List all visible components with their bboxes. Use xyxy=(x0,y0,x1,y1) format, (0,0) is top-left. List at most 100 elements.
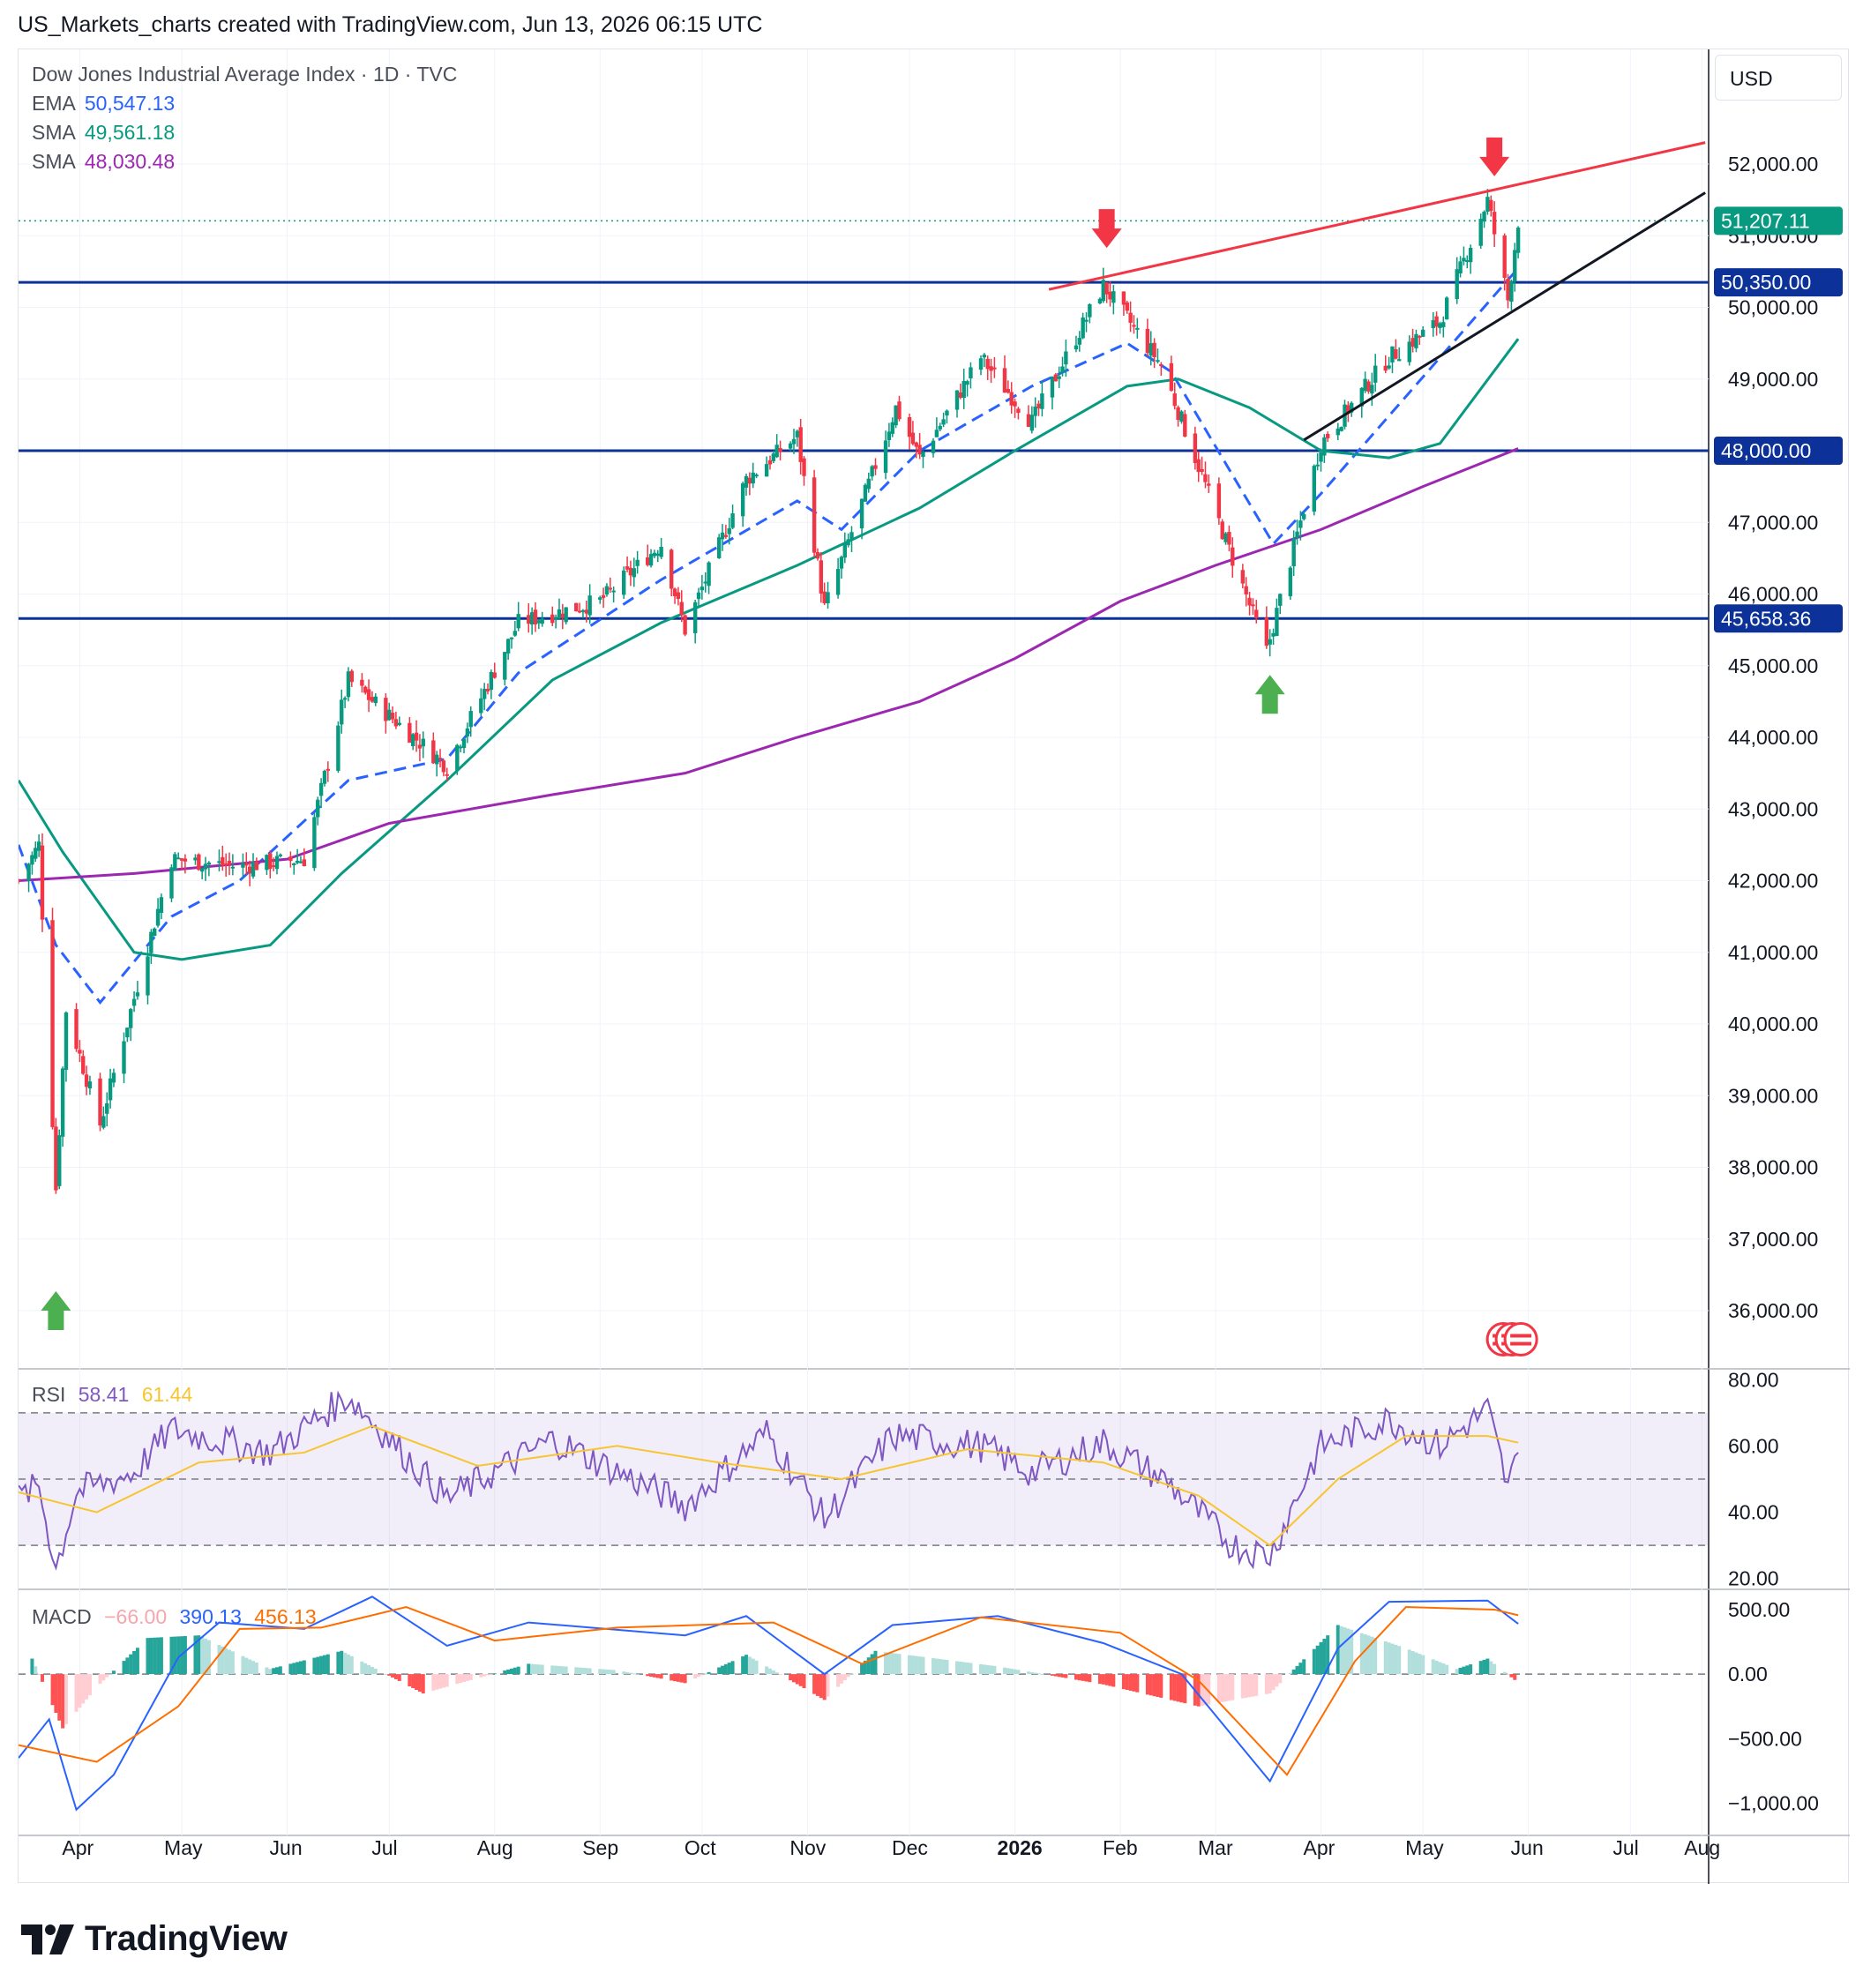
macd-histogram-bar xyxy=(741,1655,745,1675)
macd-histogram-bar xyxy=(1148,1674,1153,1696)
level-price-label-bg xyxy=(1714,604,1843,633)
macd-histogram-bar xyxy=(1465,1665,1470,1675)
macd-histogram-bar xyxy=(670,1674,674,1681)
candle-body xyxy=(553,617,558,620)
candle-body xyxy=(635,559,640,566)
candle-body xyxy=(366,689,371,700)
candle-body xyxy=(1104,282,1109,295)
candle-body xyxy=(1482,212,1486,222)
candle-body xyxy=(40,845,45,920)
candle-body xyxy=(1418,335,1422,338)
macd-histogram-bar xyxy=(557,1665,561,1675)
time-tick-label: Aug xyxy=(1684,1836,1720,1859)
macd-histogram-bar xyxy=(1200,1674,1204,1706)
level-price-label-bg xyxy=(1714,268,1843,297)
candle-body xyxy=(683,615,687,635)
macd-histogram-bar xyxy=(465,1674,469,1681)
currency-selector[interactable]: USD xyxy=(1715,55,1842,101)
macd-histogram-bar xyxy=(169,1636,174,1675)
candle-body xyxy=(81,1056,86,1074)
macd-histogram-bar xyxy=(604,1669,609,1675)
macd-histogram-bar xyxy=(30,1658,34,1675)
candle-body xyxy=(1254,609,1259,618)
sma-long-line xyxy=(19,447,1519,882)
price-tick-label: 41,000.00 xyxy=(1728,941,1818,964)
macd-histogram-bar xyxy=(1152,1674,1156,1697)
tradingview-logo[interactable]: TradingView xyxy=(21,1919,288,1959)
candle-body xyxy=(108,1078,113,1101)
macd-legend[interactable]: MACD −66.00 390.13 456.13 xyxy=(32,1605,324,1629)
candle-body xyxy=(842,542,847,558)
macd-histogram-bar xyxy=(64,1674,68,1724)
macd-histogram-bar xyxy=(826,1674,830,1697)
symbol-title[interactable]: Dow Jones Industrial Average Index · 1D … xyxy=(32,63,458,86)
macd-histogram-bar xyxy=(455,1674,460,1685)
macd-histogram-bar xyxy=(815,1674,819,1696)
macd-histogram-bar xyxy=(822,1674,827,1700)
macd-histogram-bar xyxy=(1135,1674,1140,1693)
macd-histogram-bar xyxy=(1172,1674,1177,1701)
macd-histogram-bar xyxy=(751,1658,755,1675)
macd-histogram-bar xyxy=(459,1674,463,1684)
sma-long-legend-row[interactable]: SMA 48,030.48 xyxy=(32,147,457,176)
candle-body xyxy=(1227,532,1231,545)
macd-histogram-bar xyxy=(292,1663,296,1675)
macd-histogram-bar xyxy=(1231,1674,1235,1700)
macd-histogram-bar xyxy=(1441,1663,1446,1675)
sma-legend-row[interactable]: SMA 49,561.18 xyxy=(32,118,457,147)
macd-histogram-bar xyxy=(754,1660,759,1675)
candle-body xyxy=(346,671,351,698)
ema-legend-row[interactable]: EMA 50,547.13 xyxy=(32,89,457,118)
candle-body xyxy=(1231,547,1235,566)
candle-body xyxy=(751,472,755,484)
macd-histogram-bar xyxy=(989,1665,993,1675)
candle-body xyxy=(1264,617,1269,646)
candle-body xyxy=(482,688,487,699)
candle-body xyxy=(384,698,388,721)
candle-body xyxy=(730,513,735,528)
macd-histogram-bar xyxy=(479,1674,483,1678)
macd-histogram-bar xyxy=(870,1654,874,1675)
candle-body xyxy=(894,405,898,426)
candle-body xyxy=(1455,269,1459,300)
candles xyxy=(19,189,1521,1194)
candle-body xyxy=(173,854,177,871)
macd-histogram-bar xyxy=(363,1663,368,1675)
candle-body xyxy=(217,861,221,863)
candle-body xyxy=(98,1078,102,1126)
candle-body xyxy=(271,865,276,868)
macd-histogram-bar xyxy=(1074,1674,1078,1680)
macd-histogram-bar xyxy=(503,1670,507,1675)
candle-body xyxy=(34,848,38,859)
price-tick-label: 38,000.00 xyxy=(1728,1156,1818,1179)
candle-body xyxy=(1081,318,1085,339)
macd-histogram-bar xyxy=(961,1662,966,1675)
price-tick-label: 50,000.00 xyxy=(1728,296,1818,319)
candle-body xyxy=(608,587,612,590)
macd-histogram-bar xyxy=(938,1659,942,1675)
candle-body xyxy=(679,602,684,616)
macd-histogram-bar xyxy=(146,1638,150,1675)
macd-histogram-bar xyxy=(721,1665,725,1675)
candle-body xyxy=(153,928,157,937)
macd-histogram-bar xyxy=(1108,1674,1112,1686)
macd-histogram-bar xyxy=(1125,1674,1129,1691)
macd-histogram-bar xyxy=(676,1674,680,1682)
macd-histogram-bar xyxy=(343,1652,348,1675)
candle-body xyxy=(982,355,987,358)
macd-histogram-bar xyxy=(105,1674,109,1678)
macd-histogram-bar xyxy=(135,1648,139,1675)
macd-histogram-bar xyxy=(1203,1674,1208,1706)
macd-histogram-bar xyxy=(908,1655,912,1675)
macd-histogram-bar xyxy=(765,1666,769,1675)
macd-histogram-bar xyxy=(979,1663,984,1675)
rsi-legend[interactable]: RSI 58.41 61.44 xyxy=(32,1383,199,1407)
time-tick-label: Oct xyxy=(685,1836,716,1859)
macd-histogram-bar xyxy=(1350,1629,1354,1675)
macd-histogram-bar xyxy=(1264,1674,1268,1694)
chart-canvas[interactable]: 52,000.0051,000.0050,000.0049,000.0048,0… xyxy=(19,49,1850,1884)
candle-body xyxy=(1183,414,1187,437)
macd-histogram-bar xyxy=(193,1635,198,1675)
us-flag-icon-stripe xyxy=(1510,1334,1532,1338)
macd-histogram-bar xyxy=(564,1666,568,1675)
